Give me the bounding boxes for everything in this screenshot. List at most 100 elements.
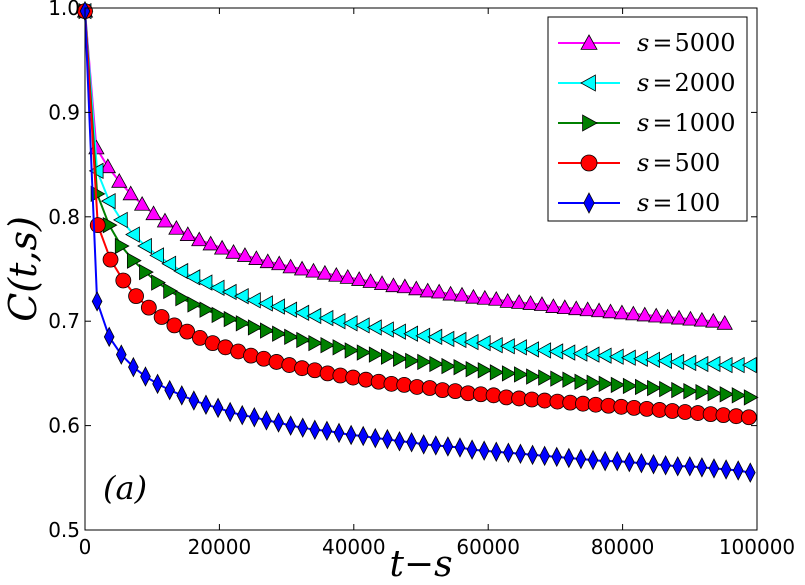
- data-point: [330, 313, 346, 330]
- data-point: [406, 432, 417, 453]
- data-point: [741, 409, 757, 426]
- data-point: [293, 260, 311, 276]
- data-point: [318, 309, 334, 327]
- data-point: [354, 317, 370, 334]
- legend-item-5000: s =5000: [558, 29, 736, 57]
- series-layer: [76, 0, 759, 483]
- data-point: [332, 339, 348, 356]
- data-point: [429, 355, 445, 373]
- data-point: [514, 366, 529, 383]
- legend-item-100: s =100: [558, 189, 720, 217]
- data-point: [99, 158, 117, 174]
- data-point: [164, 379, 175, 401]
- tick-layer: 0 20000 40000 60000 80000 100000 0.5 0.6 0.7 0.8 0…: [48, 0, 795, 559]
- data-point: [533, 296, 551, 311]
- data-point: [209, 279, 225, 296]
- y-tick-label: 0.7: [48, 309, 80, 333]
- data-point: [185, 269, 201, 286]
- x-tick-label: 0: [79, 535, 92, 559]
- data-point: [563, 447, 575, 469]
- data-point: [168, 219, 185, 235]
- legend-label: s =100: [637, 189, 720, 217]
- data-point: [465, 361, 481, 378]
- data-point: [382, 428, 393, 450]
- plot-frame: [84, 7, 758, 531]
- data-point: [453, 358, 469, 376]
- data-point: [179, 226, 196, 241]
- data-point: [598, 375, 614, 393]
- data-point: [233, 287, 249, 305]
- data-point: [282, 301, 298, 318]
- series-5000: [76, 2, 733, 330]
- y-tick-label: 0.5: [48, 518, 80, 542]
- data-point: [282, 258, 299, 274]
- data-point: [140, 299, 157, 316]
- data-point: [419, 282, 436, 298]
- data-point: [213, 239, 231, 255]
- data-point: [223, 310, 239, 328]
- data-point: [175, 290, 191, 307]
- data-point: [366, 319, 382, 336]
- data-point: [350, 271, 368, 286]
- data-point: [273, 412, 284, 433]
- data-point: [211, 306, 227, 324]
- data-point: [344, 342, 360, 359]
- data-point: [501, 365, 517, 382]
- x-tick-label: 40000: [322, 535, 386, 559]
- data-point: [221, 283, 237, 301]
- data-point: [454, 437, 466, 458]
- data-point: [339, 269, 356, 284]
- data-point: [478, 440, 490, 461]
- data-point: [731, 387, 747, 404]
- data-point: [333, 422, 345, 444]
- data-point: [465, 288, 482, 304]
- data-point: [396, 278, 414, 294]
- data-point: [683, 382, 699, 400]
- data-point: [636, 452, 647, 474]
- data-point: [556, 299, 573, 315]
- data-point: [475, 334, 491, 352]
- data-point: [625, 305, 642, 321]
- data-point: [235, 315, 251, 332]
- data-point: [477, 362, 493, 379]
- data-point: [538, 369, 553, 386]
- data-point: [212, 397, 224, 419]
- data-point: [590, 302, 608, 318]
- legend-marker: [580, 154, 598, 172]
- data-point: [741, 356, 757, 374]
- data-point: [128, 356, 139, 378]
- data-point: [418, 434, 430, 455]
- data-point: [695, 384, 711, 401]
- data-point: [545, 298, 562, 313]
- data-point: [408, 280, 425, 296]
- data-point: [602, 303, 619, 319]
- legend-item-500: s =500: [558, 149, 720, 177]
- data-point: [151, 274, 166, 291]
- data-point: [202, 235, 219, 251]
- data-point: [684, 456, 696, 477]
- data-point: [647, 379, 662, 397]
- legend-item-1000: s =1000: [558, 109, 736, 137]
- data-point: [297, 417, 309, 438]
- y-tick-label: 1.0: [48, 0, 80, 20]
- data-point: [635, 378, 650, 396]
- data-point: [562, 371, 578, 388]
- data-point: [320, 337, 336, 354]
- data-point: [550, 370, 566, 387]
- data-point: [163, 282, 178, 300]
- data-point: [732, 460, 744, 481]
- data-point: [114, 237, 130, 255]
- data-point: [574, 373, 590, 390]
- data-point: [705, 312, 722, 328]
- data-point: [427, 328, 443, 346]
- data-point: [611, 450, 623, 472]
- data-point: [719, 386, 735, 403]
- data-point: [152, 373, 163, 395]
- data-point: [441, 357, 457, 375]
- data-point: [112, 211, 128, 229]
- data-point: [153, 309, 170, 325]
- data-point: [659, 308, 676, 324]
- data-point: [125, 226, 140, 243]
- data-point: [149, 247, 164, 264]
- data-point: [385, 277, 402, 293]
